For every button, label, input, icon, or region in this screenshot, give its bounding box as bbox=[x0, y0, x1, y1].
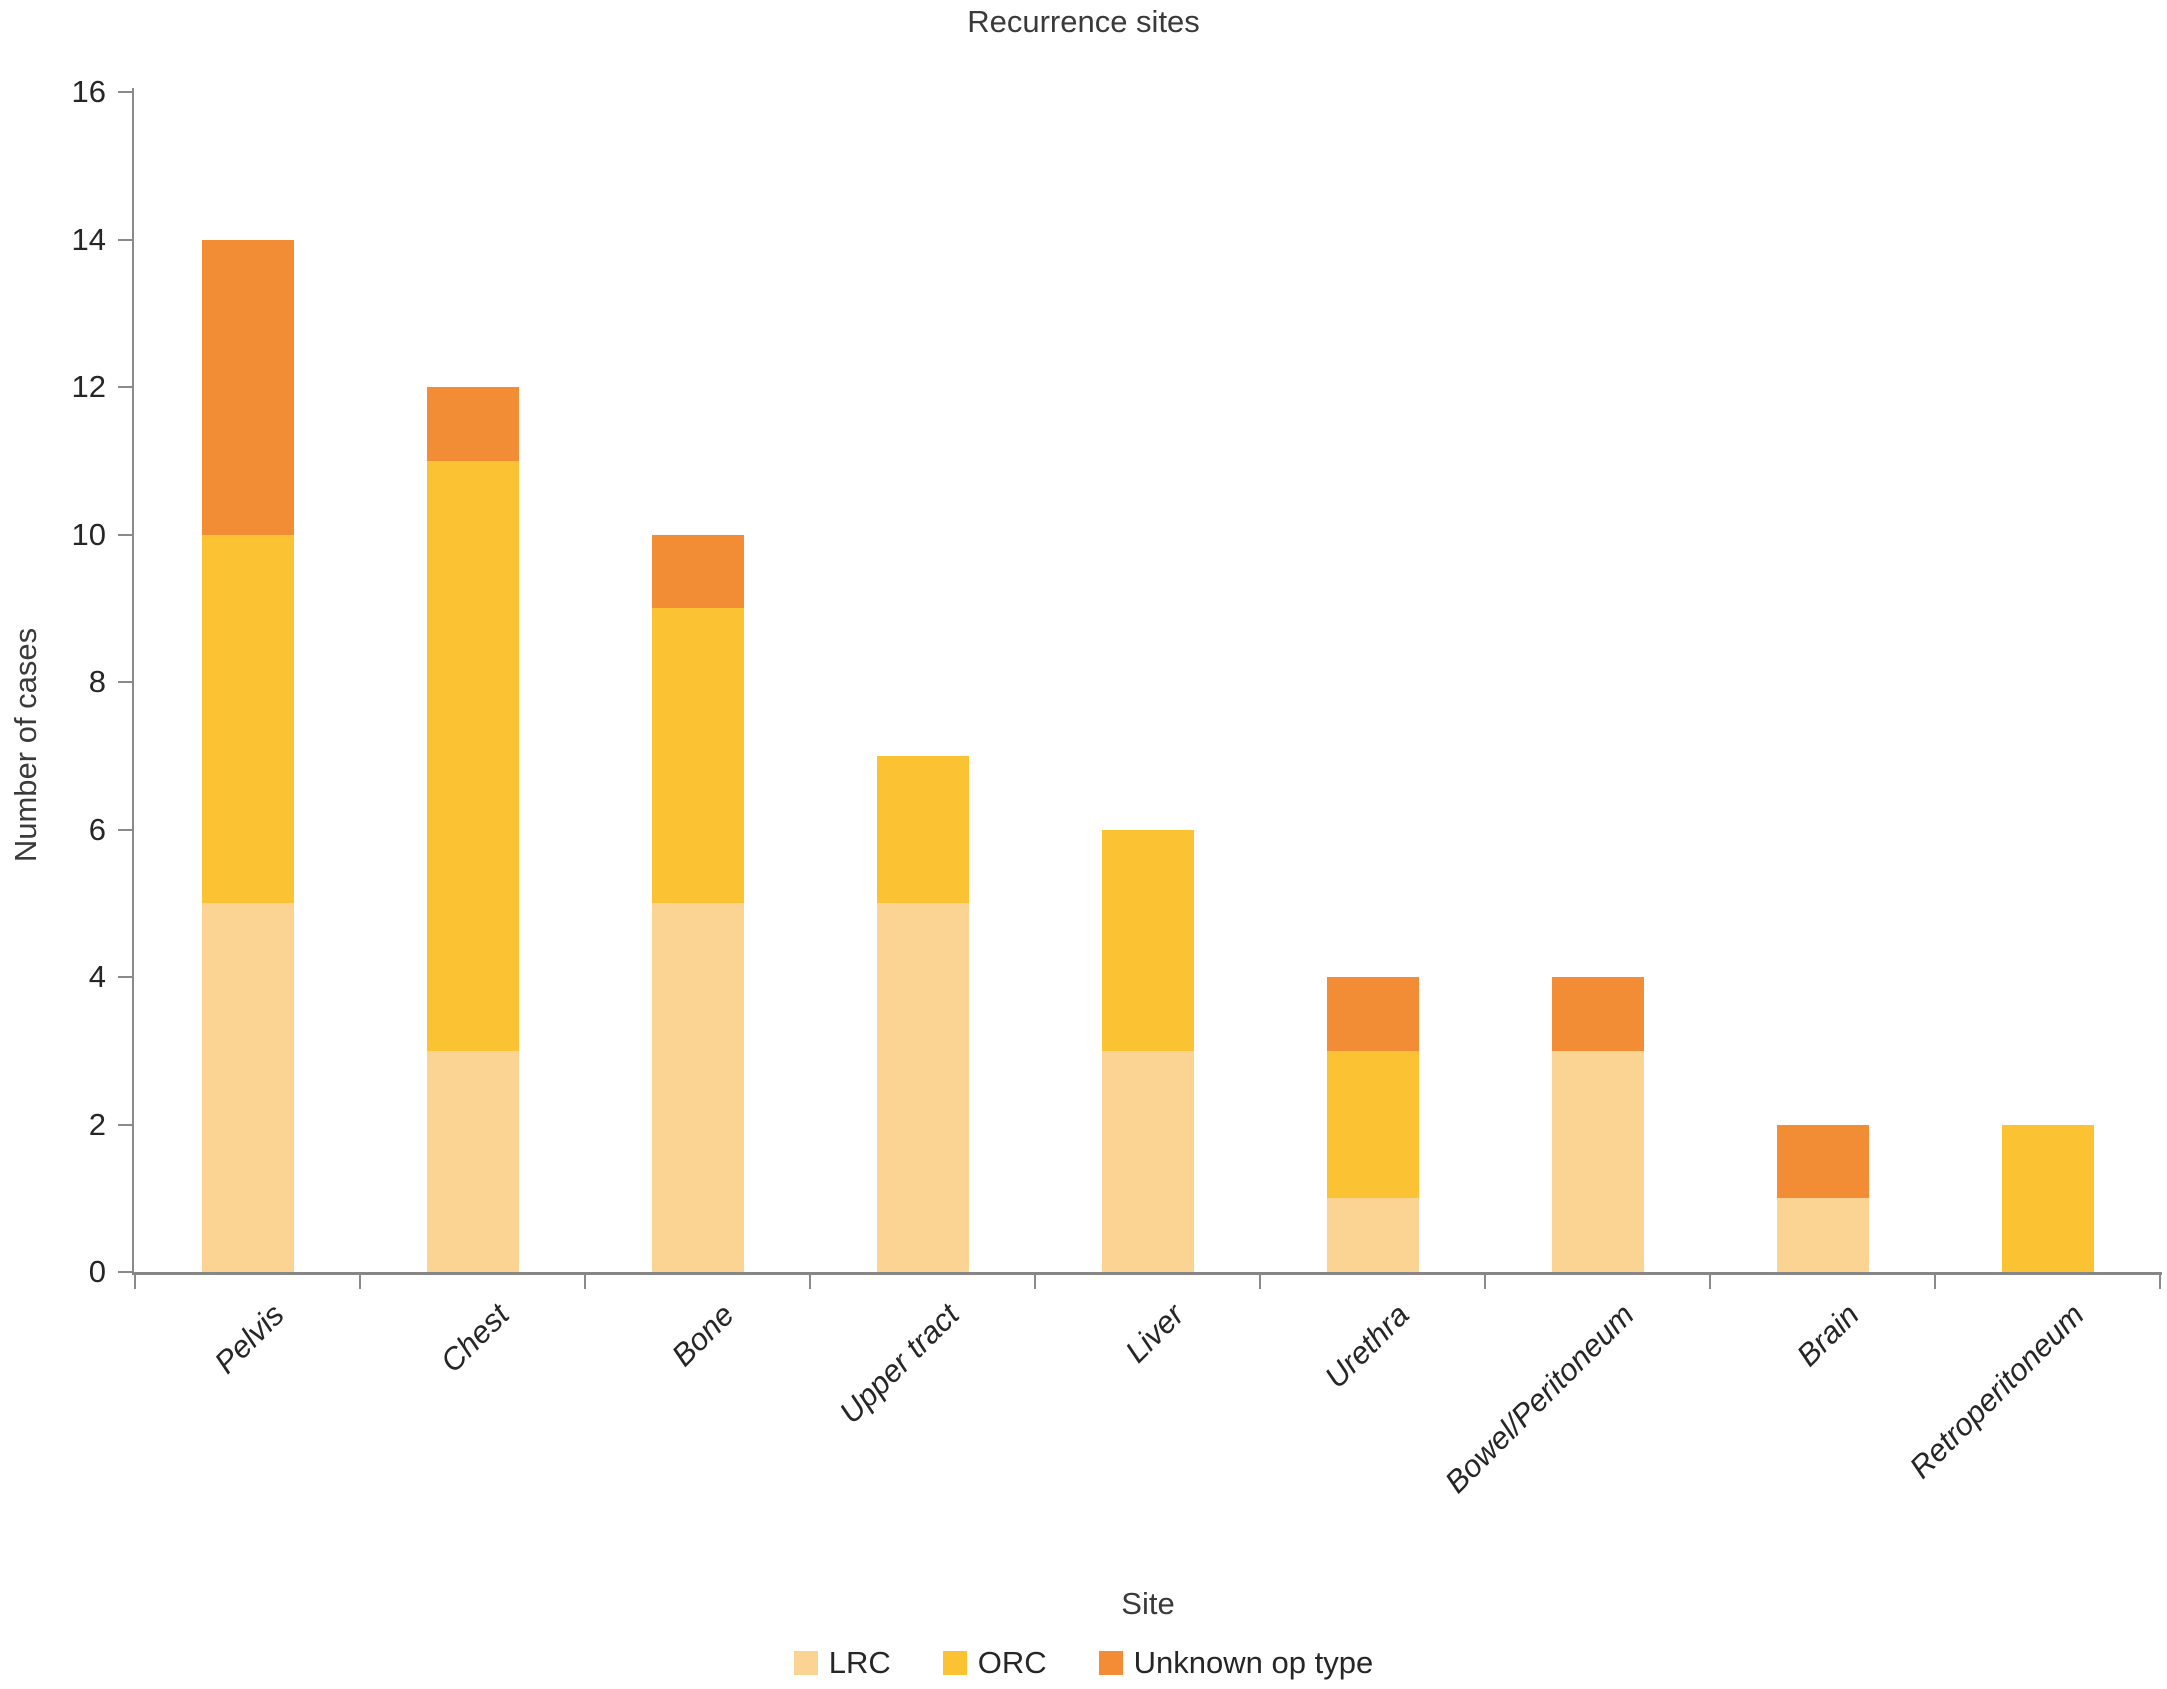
bar-segment-bone-orc bbox=[651, 608, 744, 904]
x-tick-mark-0 bbox=[134, 1275, 136, 1289]
legend-item-orc: ORC bbox=[942, 1645, 1047, 1681]
bar-segment-brain-unknown-op-type bbox=[1776, 1124, 1869, 1199]
y-tick-mark-8 bbox=[118, 681, 132, 683]
y-axis-line bbox=[132, 88, 134, 1274]
x-tick-mark-9 bbox=[2159, 1275, 2161, 1289]
bar-pelvis bbox=[201, 239, 294, 1272]
x-tick-mark-2 bbox=[584, 1275, 586, 1289]
y-tick-label-10: 10 bbox=[71, 516, 106, 552]
bar-bone bbox=[651, 534, 744, 1272]
bar-segment-bowel-peritoneum-unknown-op-type bbox=[1551, 977, 1644, 1051]
x-tick-mark-1 bbox=[359, 1275, 361, 1289]
legend-label-unknown-op-type: Unknown op type bbox=[1133, 1645, 1374, 1680]
legend-swatch-orc bbox=[942, 1651, 967, 1675]
y-tick-mark-4 bbox=[118, 976, 132, 978]
x-tick-mark-3 bbox=[809, 1275, 811, 1289]
bar-segment-urethra-lrc bbox=[1326, 1198, 1419, 1272]
y-tick-mark-0 bbox=[118, 1271, 132, 1273]
legend-label-lrc: LRC bbox=[828, 1645, 891, 1680]
legend-label-orc: ORC bbox=[977, 1645, 1047, 1680]
bar-segment-brain-lrc bbox=[1776, 1198, 1869, 1272]
y-tick-label-16: 16 bbox=[71, 74, 106, 109]
x-tick-mark-4 bbox=[1034, 1275, 1036, 1289]
y-tick-mark-16 bbox=[118, 91, 132, 93]
legend-item-unknown-op-type: Unknown op type bbox=[1098, 1645, 1374, 1681]
bar-segment-retroperitoneum-orc bbox=[2001, 1124, 2094, 1272]
y-tick-label-4: 4 bbox=[88, 959, 106, 994]
y-tick-label-12: 12 bbox=[71, 369, 106, 404]
y-tick-label-6: 6 bbox=[88, 811, 106, 847]
bar-segment-urethra-orc bbox=[1326, 1050, 1419, 1199]
y-tick-mark-2 bbox=[118, 1123, 132, 1126]
x-axis-line bbox=[132, 1272, 2162, 1275]
y-tick-label-8: 8 bbox=[88, 664, 106, 699]
bar-upper-tract bbox=[876, 755, 969, 1272]
legend-swatch-lrc bbox=[793, 1651, 818, 1675]
chart-title: Recurrence sites bbox=[967, 4, 1200, 39]
y-tick-mark-12 bbox=[118, 386, 132, 388]
x-tick-mark-7 bbox=[1709, 1275, 1711, 1289]
bar-segment-bone-unknown-op-type bbox=[651, 534, 744, 609]
bar-segment-liver-lrc bbox=[1101, 1050, 1194, 1272]
bar-chest bbox=[426, 387, 519, 1272]
y-tick-label-14: 14 bbox=[71, 221, 106, 257]
bar-urethra bbox=[1326, 977, 1419, 1272]
bar-segment-urethra-unknown-op-type bbox=[1326, 977, 1419, 1051]
y-tick-label-0: 0 bbox=[88, 1254, 106, 1289]
bar-segment-chest-lrc bbox=[426, 1050, 519, 1272]
bar-liver bbox=[1101, 829, 1194, 1272]
chart-legend: LRC ORC Unknown op type bbox=[0, 1645, 2167, 1681]
bar-segment-liver-orc bbox=[1101, 829, 1194, 1051]
bar-segment-pelvis-lrc bbox=[201, 903, 294, 1272]
bar-retroperitoneum bbox=[2001, 1124, 2094, 1272]
bar-segment-pelvis-orc bbox=[201, 534, 294, 904]
x-tick-mark-5 bbox=[1259, 1275, 1261, 1289]
y-tick-mark-10 bbox=[118, 533, 132, 536]
bar-segment-chest-unknown-op-type bbox=[426, 387, 519, 461]
bar-bowel-peritoneum bbox=[1551, 977, 1644, 1272]
bar-segment-bowel-peritoneum-lrc bbox=[1551, 1050, 1644, 1272]
bar-brain bbox=[1776, 1124, 1869, 1272]
bar-segment-chest-orc bbox=[426, 460, 519, 1051]
x-axis-title: Site bbox=[1121, 1586, 1175, 1621]
bar-segment-upper-tract-orc bbox=[876, 755, 969, 904]
bar-segment-bone-lrc bbox=[651, 903, 744, 1272]
y-tick-label-2: 2 bbox=[88, 1106, 106, 1142]
legend-item-lrc: LRC bbox=[793, 1645, 891, 1681]
y-tick-mark-14 bbox=[118, 238, 132, 241]
bar-segment-pelvis-unknown-op-type bbox=[201, 239, 294, 535]
legend-swatch-unknown-op-type bbox=[1098, 1651, 1123, 1675]
x-tick-mark-6 bbox=[1484, 1275, 1486, 1289]
x-tick-mark-8 bbox=[1934, 1275, 1936, 1289]
bar-segment-upper-tract-lrc bbox=[876, 903, 969, 1272]
y-tick-mark-6 bbox=[118, 828, 132, 831]
